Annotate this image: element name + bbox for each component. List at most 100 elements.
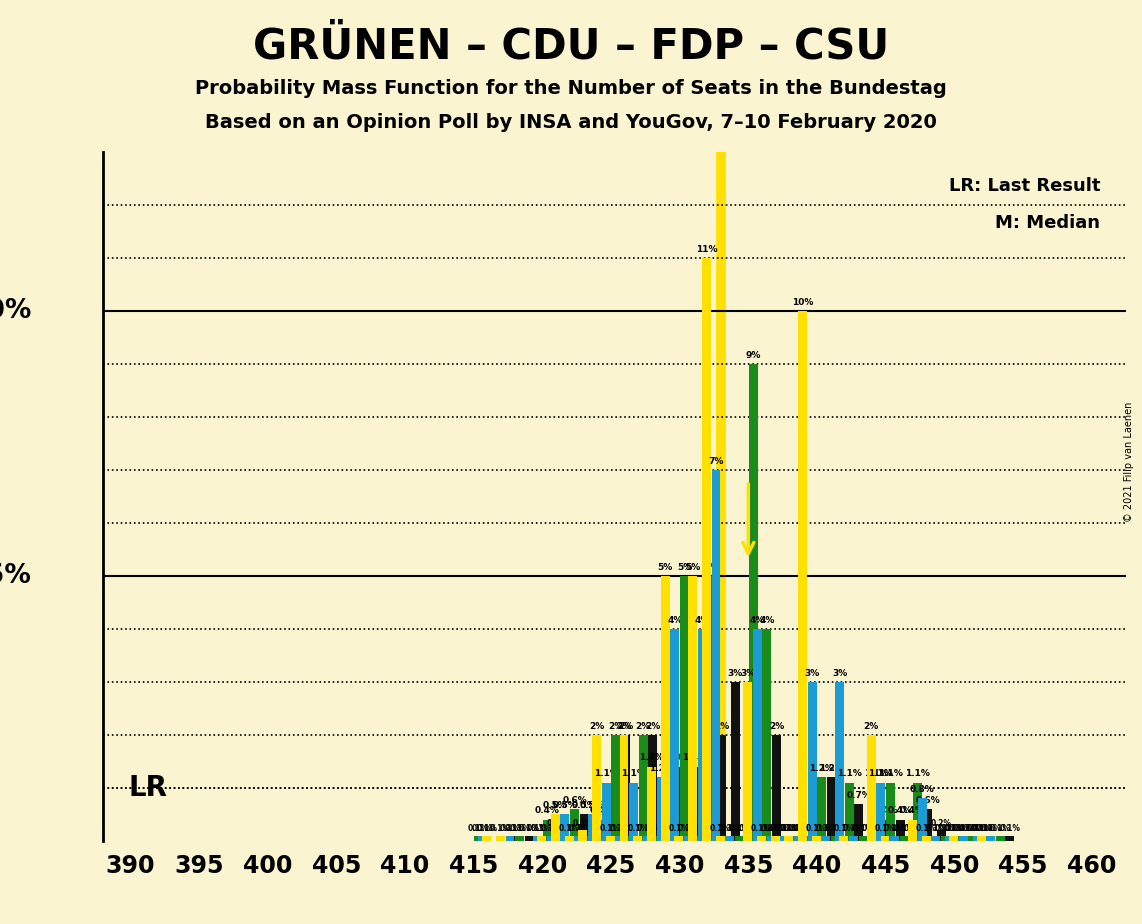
- Text: 0.1%: 0.1%: [499, 824, 521, 833]
- Bar: [785, 835, 794, 841]
- Text: Based on an Opinion Poll by INSA and YouGov, 7–10 February 2020: Based on an Opinion Poll by INSA and You…: [206, 113, 936, 132]
- Text: 0.1%: 0.1%: [627, 824, 649, 833]
- Bar: [676, 767, 685, 841]
- Text: 0.5%: 0.5%: [542, 801, 568, 810]
- Bar: [616, 835, 625, 841]
- Bar: [482, 835, 491, 841]
- Bar: [798, 311, 807, 841]
- Text: 0.1%: 0.1%: [797, 824, 819, 833]
- Bar: [611, 735, 620, 841]
- Text: 2%: 2%: [645, 722, 660, 731]
- Text: 4%: 4%: [667, 615, 683, 625]
- Bar: [731, 682, 740, 841]
- Text: 0.1%: 0.1%: [505, 824, 526, 833]
- Bar: [978, 835, 987, 841]
- Bar: [629, 783, 638, 841]
- Bar: [968, 835, 978, 841]
- Bar: [876, 783, 885, 841]
- Text: 0.4%: 0.4%: [900, 807, 925, 815]
- Bar: [807, 682, 817, 841]
- Text: 0.1%: 0.1%: [780, 824, 801, 833]
- Bar: [684, 835, 693, 841]
- Bar: [922, 835, 931, 841]
- Text: 0.1%: 0.1%: [884, 824, 906, 833]
- Bar: [662, 835, 671, 841]
- Bar: [794, 835, 803, 841]
- Text: 0.1%: 0.1%: [939, 824, 960, 833]
- Text: 1.1%: 1.1%: [878, 770, 903, 778]
- Text: 0.6%: 0.6%: [562, 796, 587, 805]
- Text: 0.1%: 0.1%: [952, 824, 974, 833]
- Text: 1.1%: 1.1%: [906, 770, 931, 778]
- Text: 0.1%: 0.1%: [779, 824, 799, 833]
- Text: 0.1%: 0.1%: [509, 824, 530, 833]
- Bar: [941, 835, 950, 841]
- Bar: [679, 576, 689, 841]
- Text: 7%: 7%: [708, 457, 724, 466]
- Bar: [780, 835, 789, 841]
- Text: 0.1%: 0.1%: [815, 824, 836, 833]
- Bar: [716, 835, 725, 841]
- Bar: [886, 783, 895, 841]
- Text: LR: LR: [128, 774, 168, 802]
- Text: 10%: 10%: [791, 298, 813, 307]
- Bar: [880, 835, 890, 841]
- Text: 2%: 2%: [714, 722, 729, 731]
- Text: GRÜNEN – CDU – FDP – CSU: GRÜNEN – CDU – FDP – CSU: [252, 26, 890, 67]
- Text: 0.1%: 0.1%: [843, 824, 863, 833]
- Bar: [932, 835, 940, 841]
- Text: 0.1%: 0.1%: [990, 824, 1011, 833]
- Bar: [923, 809, 932, 841]
- Text: 0.1%: 0.1%: [966, 824, 988, 833]
- Text: 0.1%: 0.1%: [761, 824, 781, 833]
- Bar: [690, 767, 699, 841]
- Text: 0.1%: 0.1%: [526, 824, 548, 833]
- Text: 0.1%: 0.1%: [739, 824, 759, 833]
- Text: 0.1%: 0.1%: [531, 824, 552, 833]
- Text: 0.8%: 0.8%: [910, 785, 934, 795]
- Bar: [584, 835, 593, 841]
- Bar: [908, 820, 917, 841]
- Bar: [900, 835, 909, 841]
- Bar: [749, 364, 757, 841]
- Bar: [478, 835, 486, 841]
- Text: 0.1%: 0.1%: [903, 824, 924, 833]
- Text: 5%: 5%: [685, 563, 700, 572]
- Bar: [946, 835, 954, 841]
- Text: 2%: 2%: [589, 722, 604, 731]
- Bar: [821, 835, 830, 841]
- Text: 3%: 3%: [727, 669, 743, 677]
- Text: 0.1%: 0.1%: [578, 824, 598, 833]
- Text: 0.1%: 0.1%: [999, 824, 1021, 833]
- Text: 0.1%: 0.1%: [637, 824, 658, 833]
- Bar: [959, 835, 967, 841]
- Text: 3%: 3%: [833, 669, 847, 677]
- Text: 9%: 9%: [746, 351, 761, 360]
- Text: 0.1%: 0.1%: [646, 824, 667, 833]
- Text: 0.7%: 0.7%: [846, 791, 871, 799]
- Text: 0.1%: 0.1%: [794, 824, 814, 833]
- Text: 2%: 2%: [700, 722, 715, 731]
- Text: 0.1%: 0.1%: [944, 824, 965, 833]
- Text: 0.5%: 0.5%: [572, 801, 596, 810]
- Bar: [542, 820, 552, 841]
- Text: 0.1%: 0.1%: [925, 824, 947, 833]
- Text: 2%: 2%: [769, 722, 785, 731]
- Bar: [635, 835, 644, 841]
- Text: LR: Last Result: LR: Last Result: [949, 176, 1101, 195]
- Bar: [702, 259, 710, 841]
- Text: 0.1%: 0.1%: [806, 824, 827, 833]
- Bar: [859, 835, 868, 841]
- Bar: [474, 835, 483, 841]
- Text: 0.1%: 0.1%: [600, 824, 621, 833]
- Bar: [648, 767, 656, 841]
- Bar: [841, 835, 850, 841]
- Text: 0.4%: 0.4%: [887, 807, 912, 815]
- Text: 0.1%: 0.1%: [980, 824, 1002, 833]
- Text: 0.1%: 0.1%: [765, 824, 786, 833]
- Text: 1.4%: 1.4%: [640, 753, 664, 762]
- Text: 0.1%: 0.1%: [875, 824, 895, 833]
- Bar: [895, 820, 904, 841]
- Text: 0.1%: 0.1%: [619, 824, 640, 833]
- Text: 1.2%: 1.2%: [810, 764, 834, 773]
